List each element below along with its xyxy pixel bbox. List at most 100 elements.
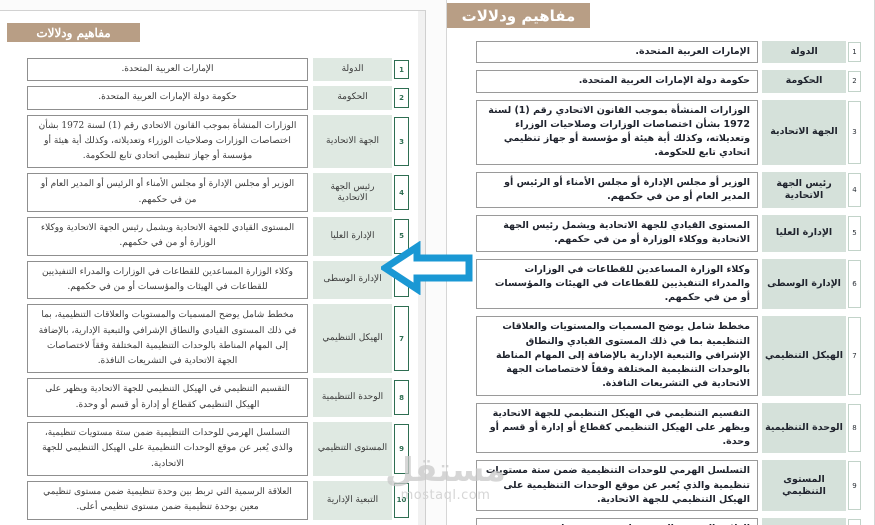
- term-cell: الوحدة التنظيمية: [313, 378, 392, 418]
- term-cell: الدولة: [313, 58, 392, 82]
- term-cell: الحكومة: [313, 86, 392, 110]
- row-number: 1: [848, 42, 861, 63]
- table-row: 2 الحكومة حكومة دولة الإمارات العربية ال…: [476, 70, 861, 93]
- term-cell: التبعية الإدارية: [313, 480, 392, 520]
- definition-text: حكومة دولة الإمارات العربية المتحدة.: [578, 75, 750, 87]
- definition-cell: العلاقة الرسمية التي تربط بين وحدة تنظيم…: [27, 480, 308, 520]
- row-number: 5: [848, 216, 861, 251]
- definition-text: الوزير أو مجلس الإدارة أو مجلس الأمناء أ…: [40, 179, 295, 205]
- term-cell: الهيكل التنظيمي: [313, 304, 392, 374]
- table-row: 1 الدولة الإمارات العربية المتحدة.: [476, 41, 861, 64]
- row-number: 10: [848, 519, 861, 525]
- definition-cell: وكلاء الوزارة المساعدين للقطاعات في الوز…: [27, 260, 308, 300]
- table-row: 5 الإدارة العليا المستوى القيادي للجهة ا…: [27, 217, 409, 256]
- definition-text: التسلسل الهرمي للوحدات التنظيمية ضمن ستة…: [42, 428, 293, 469]
- definition-cell: التسلسل الهرمي للوحدات التنظيمية ضمن ستة…: [27, 422, 308, 476]
- definition-cell: التقسيم التنظيمي في الهيكل التنظيمي للجه…: [476, 402, 758, 454]
- row-number: 2: [848, 71, 861, 92]
- term-cell: التبعية الإدارية: [762, 518, 846, 525]
- term-cell: الدولة: [762, 41, 846, 64]
- term-cell: الجهة الاتحادية: [313, 114, 392, 169]
- definition-cell: التسلسل الهرمي للوحدات التنظيمية ضمن ستة…: [476, 460, 758, 511]
- table-row: 5 الإدارة العليا المستوى القيادي للجهة ا…: [476, 215, 861, 252]
- definition-cell: التقسيم التنظيمي في الهيكل التنظيمي للجه…: [27, 378, 308, 418]
- table-row: 9 المستوى التنظيمي التسلسل الهرمي للوحدا…: [476, 460, 861, 511]
- definition-text: وكلاء الوزارة المساعدين للقطاعات في الوز…: [494, 263, 750, 304]
- row-number: 6: [848, 259, 861, 309]
- row-number: 7: [848, 317, 861, 395]
- definition-cell: الوزارات المنشأة بموجب القانون الاتحادي …: [27, 114, 308, 169]
- definition-text: الإمارات العربية المتحدة.: [121, 64, 214, 74]
- table-row: 2 الحكومة حكومة دولة الإمارات العربية ال…: [27, 86, 409, 110]
- row-number: 2: [394, 88, 409, 108]
- page-left-document: مفاهيم ودلالات 1 الدولة الإمارات العربية…: [0, 10, 426, 525]
- term-cell: الهيكل التنظيمي: [762, 316, 846, 396]
- term-cell: الإدارة الوسطى: [313, 260, 392, 300]
- row-number: 7: [394, 306, 409, 372]
- definition-cell: مخطط شامل يوضح المسميات والمستويات والعل…: [476, 316, 758, 396]
- row-number: 8: [394, 380, 409, 416]
- definition-cell: وكلاء الوزارة المساعدين للقطاعات في الوز…: [476, 258, 758, 310]
- table-row: 3 الجهة الاتحادية الوزارات المنشأة بموجب…: [27, 114, 409, 169]
- table-row: 8 الوحدة التنظيمية التقسيم التنظيمي في ا…: [476, 402, 861, 454]
- definition-text: وكلاء الوزارة المساعدين للقطاعات في الوز…: [42, 266, 293, 292]
- definition-cell: حكومة دولة الإمارات العربية المتحدة.: [476, 70, 758, 93]
- term-cell: المستوى التنظيمي: [762, 460, 846, 511]
- definition-text: الوزارات المنشأة بموجب القانون الاتحادي …: [488, 104, 750, 159]
- definition-text: الوزير أو مجلس الإدارة أو مجلس الأمناء أ…: [504, 176, 750, 202]
- term-cell: رئيس الجهة الاتحادية: [762, 171, 846, 208]
- term-cell: المستوى التنظيمي: [313, 422, 392, 476]
- definition-text: العلاقة الرسمية التي تربط بين وحدة تنظيم…: [43, 486, 292, 513]
- definition-text: التسلسل الهرمي للوحدات التنظيمية ضمن ستة…: [485, 465, 750, 505]
- definition-cell: العلاقة الرسمية التي تربط بين وحدة تنظيم…: [476, 518, 758, 525]
- definition-cell: الإمارات العربية المتحدة.: [27, 58, 308, 82]
- term-cell: رئيس الجهة الاتحادية: [313, 173, 392, 213]
- definition-text: التقسيم التنظيمي في الهيكل التنظيمي للجه…: [45, 384, 290, 410]
- row-number: 3: [394, 116, 409, 167]
- row-number: 4: [394, 175, 409, 211]
- definition-text: العلاقة الرسمية التي تربط بين وحدة تنظيم…: [484, 522, 750, 525]
- definition-text: المستوى القيادي للجهة الاتحادية ويشمل رئ…: [503, 220, 750, 246]
- table-row: 8 الوحدة التنظيمية التقسيم التنظيمي في ا…: [27, 378, 409, 418]
- table-row: 1 الدولة الإمارات العربية المتحدة.: [27, 58, 409, 82]
- definition-cell: المستوى القيادي للجهة الاتحادية ويشمل رئ…: [27, 217, 308, 256]
- row-number: 9: [394, 424, 409, 474]
- row-number: 9: [848, 461, 861, 510]
- page-right-document: مفاهيم ودلالات 1 الدولة الإمارات العربية…: [446, 0, 875, 525]
- table-row: 4 رئيس الجهة الاتحادية الوزير أو مجلس ال…: [476, 171, 861, 208]
- table-row: 4 رئيس الجهة الاتحادية الوزير أو مجلس ال…: [27, 173, 409, 213]
- definitions-table-left: 1 الدولة الإمارات العربية المتحدة. 2 الح…: [27, 58, 409, 525]
- definition-text: التقسيم التنظيمي في الهيكل التنظيمي للجه…: [489, 407, 750, 448]
- definitions-table-right: 1 الدولة الإمارات العربية المتحدة. 2 الح…: [476, 41, 861, 525]
- table-row: 10 التبعية الإدارية العلاقة الرسمية التي…: [476, 518, 861, 525]
- table-row: 7 الهيكل التنظيمي مخطط شامل يوضح المسميا…: [27, 304, 409, 374]
- definition-cell: الوزير أو مجلس الإدارة أو مجلس الأمناء أ…: [27, 173, 308, 213]
- row-number: 4: [848, 172, 861, 207]
- arrow-left-icon: [381, 241, 473, 295]
- table-row: 6 الإدارة الوسطى وكلاء الوزارة المساعدين…: [27, 260, 409, 300]
- definition-text: الوزارات المنشأة بموجب القانون الاتحادي …: [38, 120, 297, 162]
- definition-cell: الوزير أو مجلس الإدارة أو مجلس الأمناء أ…: [476, 171, 758, 208]
- row-number: 8: [848, 403, 861, 453]
- definition-cell: مخطط شامل يوضح المسميات والمستويات والعل…: [27, 304, 308, 374]
- definition-text: حكومة دولة الإمارات العربية المتحدة.: [98, 92, 237, 103]
- row-number: 3: [848, 100, 861, 164]
- definition-cell: الإمارات العربية المتحدة.: [476, 41, 758, 64]
- table-row: 7 الهيكل التنظيمي مخطط شامل يوضح المسميا…: [476, 316, 861, 396]
- definition-text: مخطط شامل يوضح المسميات والمستويات والعل…: [496, 321, 750, 390]
- definition-text: مخطط شامل يوضح المسميات والمستويات والعل…: [38, 310, 297, 367]
- section-header-right: مفاهيم ودلالات: [447, 3, 590, 28]
- term-cell: الجهة الاتحادية: [762, 99, 846, 165]
- row-number: 10: [394, 482, 409, 518]
- term-cell: الحكومة: [762, 70, 846, 93]
- table-row: 3 الجهة الاتحادية الوزارات المنشأة بموجب…: [476, 99, 861, 165]
- definition-text: المستوى القيادي للجهة الاتحادية ويشمل رئ…: [40, 223, 295, 249]
- definition-cell: المستوى القيادي للجهة الاتحادية ويشمل رئ…: [476, 215, 758, 252]
- term-cell: الإدارة الوسطى: [762, 258, 846, 310]
- definition-text: الإمارات العربية المتحدة.: [635, 46, 750, 57]
- section-header-left: مفاهيم ودلالات: [7, 23, 140, 42]
- definition-cell: الوزارات المنشأة بموجب القانون الاتحادي …: [476, 99, 758, 165]
- table-row: 10 التبعية الإدارية العلاقة الرسمية التي…: [27, 480, 409, 520]
- definition-cell: حكومة دولة الإمارات العربية المتحدة.: [27, 86, 308, 110]
